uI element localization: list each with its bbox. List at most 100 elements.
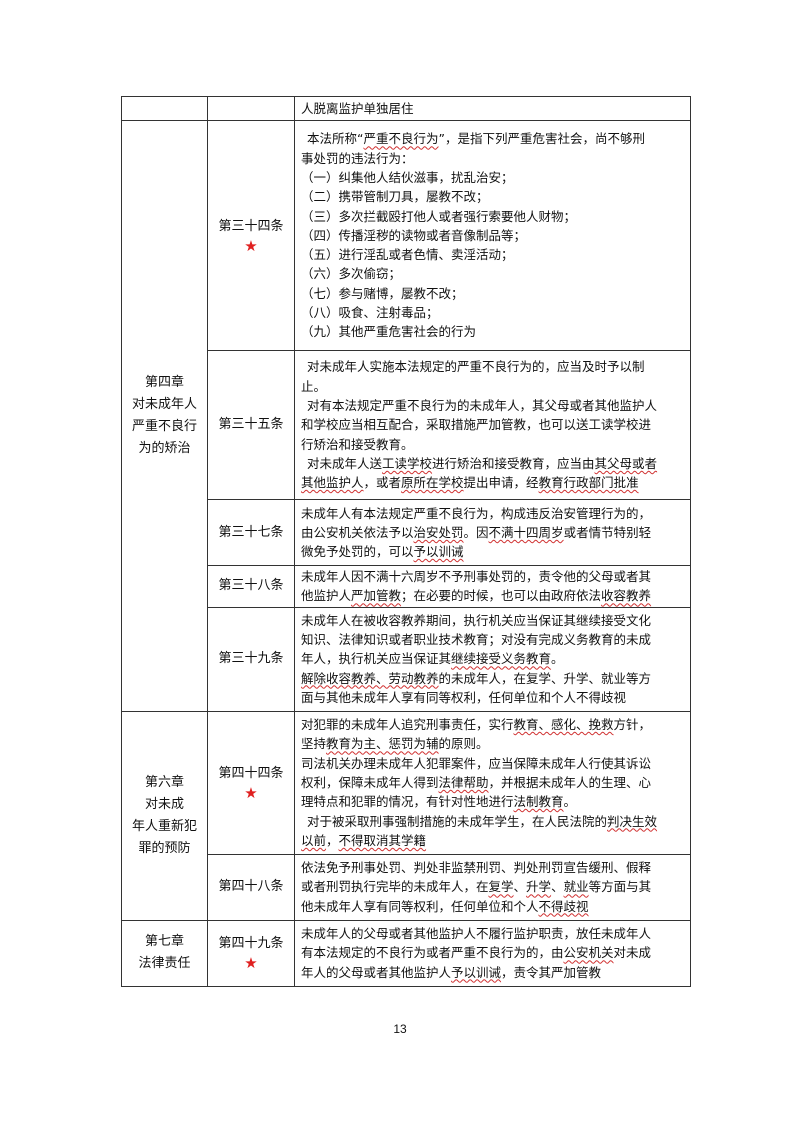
content-line: 知识、法律知识或者职业技术教育；对没有完成义务教育的未成 xyxy=(301,632,652,648)
content-line: 解除收容教养、劳动教养的未成年人，在复学、升学、就业等方 xyxy=(301,670,652,686)
content-line: 未成年人有本法规定严重不良行为，构成违反治安管理行为的， xyxy=(301,505,652,521)
content-line: 对未成年人实施本法规定的严重不良行为的，应当及时予以制 xyxy=(307,359,645,375)
table-row: 第三十五条 对未成年人实施本法规定的严重不良行为的，应当及时予以制 止。 对有本… xyxy=(122,350,691,500)
content-line: 理特点和犯罪的情况，有针对性地进行法制教育。 xyxy=(301,794,577,810)
content-line: （八）吸食、注射毒品； xyxy=(301,305,439,321)
content-line: 微免予处罚的，可以予以训诫 xyxy=(301,544,464,560)
content-line: 有本法规定的不良行为或者严重不良行为的，由公安机关对未成 xyxy=(301,945,652,961)
article-cell: 第三十七条 xyxy=(207,499,295,566)
underlined-term: 严重不良行为 xyxy=(363,131,439,147)
content-line: 止。 xyxy=(301,378,327,394)
underlined-term: 予以训诫 xyxy=(413,544,464,560)
article-label: 第四十九条 xyxy=(218,936,284,952)
chapter-cell: 第六章 对未成 年人重新犯 罪的预防 xyxy=(121,710,208,921)
page-number: 13 xyxy=(393,1022,407,1036)
content-line: 对未成年人送工读学校进行矫治和接受教育，应当由其父母或者 xyxy=(307,455,658,471)
law-table: 人脱离监护单独居住 第四章 对未成年人 严重不良行 为的矫治 第三十四条 ★ 本… xyxy=(121,96,691,987)
content-line: 司法机关办理未成年人犯罪案件，应当保障未成年人行使其诉讼 xyxy=(301,755,652,771)
article-label: 第四十八条 xyxy=(218,879,284,895)
table-row: 第六章 对未成 年人重新犯 罪的预防 第四十四条 ★ 对犯罪的未成年人追究刑事责… xyxy=(121,710,691,921)
underlined-term: 判决生效 xyxy=(607,813,658,829)
star-icon: ★ xyxy=(244,954,258,973)
chapter-name-line: 为的矫治 xyxy=(138,440,191,456)
table-row: 第三十九条 未成年人在被收容教养期间，执行机关应当保证其继续接受文化 知识、法律… xyxy=(122,606,691,712)
chapter-name-line: 对未成年人 xyxy=(131,396,197,412)
underlined-term: 其父母或者 xyxy=(594,455,658,471)
content-line: 年人的父母或者其他监护人予以训诫，责令其严加管教 xyxy=(301,964,602,980)
article-cell-empty xyxy=(207,96,295,121)
underlined-term: 就业 xyxy=(563,879,589,895)
underlined-term: 不满十四周岁 xyxy=(488,524,564,540)
content-line: 依法免予刑事处罚、判处非监禁刑罚、判处刑罚宣告缓刑、假释 xyxy=(301,860,652,876)
content-line: 面与其他未成年人享有同等权利，任何单位和个人不得歧视 xyxy=(301,690,627,706)
content-line: 他未成年人享有同等权利，任何单位和个人不得歧视 xyxy=(301,898,589,914)
underlined-term: 工读学校 xyxy=(382,455,433,471)
underlined-term: 以前 xyxy=(301,832,327,848)
table-row: 人脱离监护单独居住 xyxy=(121,96,691,121)
underlined-term: 继续接受义务教育 xyxy=(451,651,552,667)
underlined-term: 严加管教 xyxy=(351,588,402,604)
chapter-cell: 第四章 对未成年人 严重不良行 为的矫治 xyxy=(121,120,208,712)
content-cell: 人脱离监护单独居住 xyxy=(294,96,691,121)
content-line: 或者刑罚执行完毕的未成年人，在复学、升学、就业等方面与其 xyxy=(301,879,652,895)
content-cell: 未成年人因不满十六周岁不予刑事处罚的，责令他的父母或者其 他监护人严加管教；在必… xyxy=(294,565,691,608)
underlined-term: 教育行政部门批准 xyxy=(538,475,639,491)
content-line: 人脱离监护单独居住 xyxy=(301,100,414,116)
content-line: （七）参与赌博，屡教不改； xyxy=(301,285,464,301)
underlined-term: 法律帮助 xyxy=(438,774,489,790)
underlined-term: 解除收容教养、劳动教养 xyxy=(301,670,439,686)
content-line: （六）多次偷窃； xyxy=(301,266,402,282)
content-line: 未成年人在被收容教养期间，执行机关应当保证其继续接受文化 xyxy=(301,612,652,628)
content-cell: 依法免予刑事处罚、判处非监禁刑罚、判处刑罚宣告缓刑、假释 或者刑罚执行完毕的未成… xyxy=(294,853,691,921)
content-line: （九）其他严重危害社会的行为 xyxy=(301,324,477,340)
content-line: 对有本法规定严重不良行为的未成年人，其父母或者其他监护人 xyxy=(307,398,658,414)
content-line: 他监护人严加管教；在必要的时候，也可以由政府依法收容教养 xyxy=(301,588,652,604)
underlined-term: 收容教养 xyxy=(601,588,652,604)
chapter-name-line: 法律责任 xyxy=(138,956,191,972)
chapter-name-line: 对未成 xyxy=(144,796,184,812)
content-line: 未成年人的父母或者其他监护人不履行监护职责，放任未成年人 xyxy=(301,926,652,942)
underlined-term: 原所在学校 xyxy=(401,475,464,491)
underlined-term: 予以训诫 xyxy=(451,964,502,980)
underlined-term: 不得取消其学籍 xyxy=(338,832,427,848)
chapter-title: 第四章 xyxy=(144,374,184,390)
content-line: 对于被采取刑事强制措施的未成年学生，在人民法院的判决生效 xyxy=(307,813,658,829)
content-line: 未成年人因不满十六周岁不予刑事处罚的，责令他的父母或者其 xyxy=(301,569,652,584)
content-line: （四）传播淫秽的读物或者音像制品等； xyxy=(301,227,527,243)
article-label: 第三十八条 xyxy=(218,578,284,594)
table-row: 第三十七条 未成年人有本法规定严重不良行为，构成违反治安管理行为的， 由公安机关… xyxy=(122,499,691,566)
article-cell: 第四十四条 ★ xyxy=(207,710,295,855)
underlined-term: 公安机关 xyxy=(563,945,614,961)
chapter-cell: 第七章 法律责任 xyxy=(121,919,208,987)
chapter-title: 第七章 xyxy=(144,934,184,950)
content-line: （一）纠集他人结伙滋事，扰乱治安； xyxy=(301,169,514,185)
content-cell: 未成年人在被收容教养期间，执行机关应当保证其继续接受文化 知识、法律知识或者职业… xyxy=(294,606,691,712)
article-label: 第四十四条 xyxy=(218,765,284,781)
article-label: 第三十七条 xyxy=(218,524,284,540)
article-cell: 第三十五条 xyxy=(207,350,295,500)
table-row: 第四十八条 依法免予刑事处罚、判处非监禁刑罚、判处刑罚宣告缓刑、假释 或者刑罚执… xyxy=(122,853,691,921)
table-row: 第四章 对未成年人 严重不良行 为的矫治 第三十四条 ★ 本法所称“严重不良行为… xyxy=(121,120,691,712)
article-label: 第三十九条 xyxy=(218,651,284,667)
underlined-term: 升学 xyxy=(526,879,552,895)
chapter-name-line: 年人重新犯 xyxy=(131,818,197,834)
content-cell: 本法所称“严重不良行为”，是指下列严重危害社会，尚不够刑 事处罚的违法行为： （… xyxy=(294,120,691,351)
table-row: 第七章 法律责任 第四十九条 ★ 未成年人的父母或者其他监护人不履行监护职责，放… xyxy=(121,919,691,987)
underlined-term: 治安处罚 xyxy=(413,524,464,540)
chapter-cell-empty xyxy=(121,96,208,121)
underlined-term: 教育、感化、挽救 xyxy=(513,717,614,733)
content-line: 坚持教育为主、惩罚为辅的原则。 xyxy=(301,736,489,752)
table-row: 第三十八条 未成年人因不满十六周岁不予刑事处罚的，责令他的父母或者其 他监护人严… xyxy=(122,565,691,608)
content-cell: 对犯罪的未成年人追究刑事责任，实行教育、感化、挽救方针， 坚持教育为主、惩罚为辅… xyxy=(294,710,691,855)
content-line: 由公安机关依法予以治安处罚。因不满十四周岁或者情节特别轻 xyxy=(301,524,652,540)
chapter-title: 第六章 xyxy=(144,774,184,790)
content-line: （五）进行淫乱或者色情、卖淫活动； xyxy=(301,247,514,263)
content-cell: 未成年人的父母或者其他监护人不履行监护职责，放任未成年人 有本法规定的不良行为或… xyxy=(294,919,691,987)
underlined-term: 复学 xyxy=(488,879,514,895)
content-line: 以前，不得取消其学籍 xyxy=(301,832,427,848)
content-line: 和学校应当相互配合，采取措施严加管教，也可以送工读学校进 xyxy=(301,417,652,433)
underlined-term: 不得歧视 xyxy=(538,898,589,914)
content-line: 本法所称“严重不良行为”，是指下列严重危害社会，尚不够刑 xyxy=(307,131,645,147)
article-cell: 第三十九条 xyxy=(207,606,295,712)
article-label: 第三十五条 xyxy=(218,417,284,432)
